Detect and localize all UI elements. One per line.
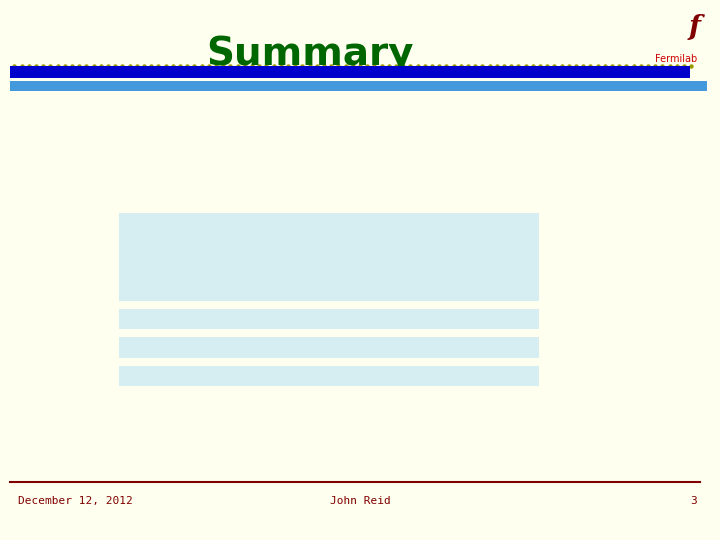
Text: December 12, 2012: December 12, 2012 [18,496,132,506]
Text: Yes: Yes [273,313,296,326]
Text: Series: Series [382,369,428,382]
Text: Fermilab: Fermilab [654,54,697,64]
Text: No: No [482,369,497,382]
Text: Yes: Yes [273,263,296,276]
Text: 2: 2 [221,369,229,382]
Text: Parallel: Parallel [375,284,435,297]
Text: Cavity: Cavity [145,220,191,233]
Text: 2: 2 [221,263,229,276]
Text: John Reid: John Reid [330,496,390,506]
Text: 3: 3 [336,369,344,382]
Text: Yes: Yes [478,263,501,276]
Text: 1008: 1008 [161,341,191,354]
Text: 1011: 1011 [161,313,191,326]
Text: Parallel: Parallel [375,263,435,276]
Text: Vacuum: Vacuum [467,234,512,247]
Text: Cooling: Cooling [379,234,431,247]
Text: S/N: S/N [168,234,191,247]
Text: Tin Shims: Tin Shims [251,234,318,247]
Text: No: No [482,341,497,354]
Text: f: f [689,14,701,40]
Text: 2: 2 [221,284,229,297]
Text: Flanges: Flanges [314,248,366,261]
Text: 0.005: 0.005 [266,248,303,261]
Text: No: No [333,284,348,297]
Text: Series: Series [382,313,428,326]
Text: Yes: Yes [273,369,296,382]
Text: No: No [482,313,497,326]
Text: 3: 3 [221,313,229,326]
Text: Config: Config [382,248,428,261]
Text: 3: 3 [221,341,229,354]
Text: 3: 3 [336,313,344,326]
Text: Cone: Cone [390,220,420,233]
Text: 3: 3 [690,496,697,506]
Text: Radiation: Radiation [192,234,258,247]
Text: 2002: 2002 [161,263,191,276]
Text: 2002: 2002 [161,284,191,297]
Text: 3: 3 [336,341,344,354]
Text: Work: Work [474,248,505,261]
Text: 1017: 1017 [161,369,191,382]
Text: Series: Series [382,341,428,354]
Text: Summary: Summary [206,35,413,73]
Text: Yes: Yes [478,284,501,297]
Text: Rework: Rework [318,234,363,247]
Text: Class: Class [206,248,244,261]
Text: Yes: Yes [273,284,296,297]
Text: No: No [333,263,348,276]
Text: Yes: Yes [273,341,296,354]
